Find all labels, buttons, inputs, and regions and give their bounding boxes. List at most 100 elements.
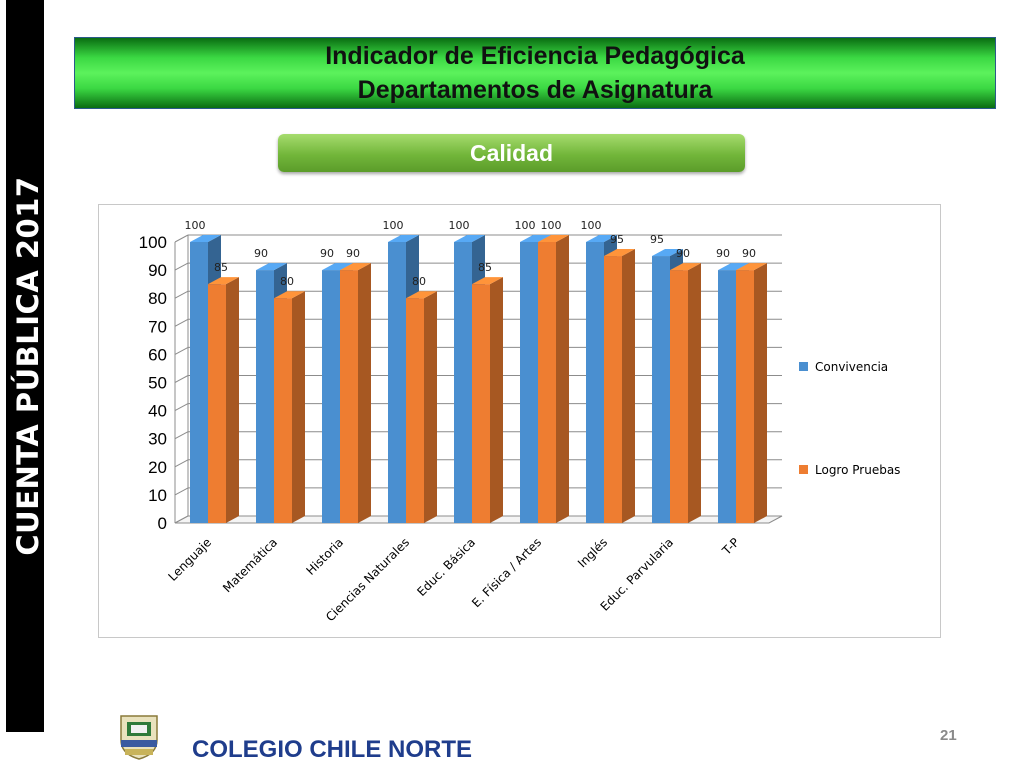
bar-top <box>454 235 485 242</box>
bar-front <box>586 242 604 523</box>
page-number: 21 <box>940 727 957 744</box>
x-tick-label: Historia <box>303 535 346 578</box>
bar-top <box>208 277 239 285</box>
x-tick-label: Lenguaje <box>165 535 214 584</box>
bar-side <box>226 277 239 523</box>
gridline-side <box>174 459 189 468</box>
bar-front <box>472 284 490 523</box>
gridline-side <box>174 290 189 299</box>
data-label: 90 <box>716 247 730 260</box>
legend-swatch <box>799 465 808 474</box>
bar-front <box>718 270 736 523</box>
y-tick-label: 0 <box>158 514 167 533</box>
bar-front <box>322 270 340 523</box>
bar-top <box>340 263 371 271</box>
x-tick-label: E. Física / Artes <box>469 535 544 610</box>
bar-top <box>256 263 287 271</box>
bar-front <box>274 298 292 523</box>
data-label: 85 <box>478 261 492 274</box>
data-label: 100 <box>185 219 206 232</box>
bar-top <box>718 263 749 271</box>
bar-top <box>670 263 701 271</box>
bar-top <box>736 263 767 271</box>
bar-top <box>190 235 221 242</box>
bar-top <box>322 263 353 271</box>
page-title: Indicador de Eficiencia Pedagógica <box>325 42 745 70</box>
data-label: 90 <box>676 247 690 260</box>
bar-top <box>472 277 503 285</box>
bar-top <box>538 235 569 242</box>
y-tick-label: 100 <box>139 233 167 252</box>
x-tick-label: T-P <box>719 535 742 558</box>
bar-side <box>622 249 635 524</box>
data-label: 100 <box>383 219 404 232</box>
bar-front <box>604 256 622 523</box>
bar-front <box>190 242 208 523</box>
bar-chart: 0 10 20 30 40 50 60 70 80 90 100 100 85 Lenguaje 90 80 M… <box>139 219 901 624</box>
sidebar-title: CUENTA PÚBLICA 2017 <box>11 176 45 556</box>
bar-top <box>274 291 305 299</box>
gridline-side <box>174 375 189 383</box>
bar-side <box>424 291 437 523</box>
data-label: 80 <box>280 275 294 288</box>
bar-side <box>754 263 767 523</box>
legend-swatch <box>799 362 808 371</box>
calidad-label: Calidad <box>469 139 554 166</box>
gridline-side <box>174 431 189 440</box>
gridline-side <box>174 318 189 327</box>
data-label: 100 <box>515 219 536 232</box>
y-tick-label: 60 <box>148 345 167 364</box>
data-label: 90 <box>254 247 268 260</box>
sidebar: CUENTA PÚBLICA 2017 <box>6 0 45 732</box>
bar-top <box>604 249 635 257</box>
x-tick-label: Educ. Básica <box>414 535 478 599</box>
bar-side <box>688 263 701 523</box>
data-label: 95 <box>650 233 664 246</box>
y-tick-label: 10 <box>148 486 167 505</box>
bar-side <box>556 235 569 523</box>
legend-label: Convivencia <box>815 360 888 374</box>
x-tick-label: Matemática <box>220 535 280 595</box>
bar-front <box>538 242 556 523</box>
bar-side <box>292 291 305 523</box>
gridline-side <box>174 262 189 271</box>
bar-top <box>586 235 617 242</box>
bar-front <box>520 242 538 523</box>
gridline-side <box>174 487 189 496</box>
footer-school-name: COLEGIO CHILE NORTE <box>192 736 473 763</box>
data-label: 90 <box>346 247 360 260</box>
bar-front <box>208 284 226 523</box>
y-tick-label: 80 <box>148 289 167 308</box>
y-tick-label: 20 <box>148 458 167 477</box>
data-label: 90 <box>742 247 756 260</box>
school-crest-icon <box>120 715 158 760</box>
data-label: 100 <box>541 219 562 232</box>
bar-front <box>652 256 670 523</box>
y-tick-label: 70 <box>148 317 167 336</box>
data-label: 100 <box>581 219 602 232</box>
x-tick-label: Inglés <box>575 535 610 570</box>
y-tick-label: 40 <box>148 402 167 421</box>
data-label: 80 <box>412 275 426 288</box>
gridline-side <box>174 346 189 355</box>
x-tick-label: Educ. Parvularia <box>598 535 677 614</box>
bar-front <box>256 270 274 523</box>
gridline-side <box>174 234 189 243</box>
data-label: 95 <box>610 233 624 246</box>
bar-top <box>406 291 437 299</box>
bar-front <box>736 270 754 523</box>
bar-top <box>388 235 419 242</box>
bar-front <box>670 270 688 523</box>
title-banner: Indicador de Eficiencia Pedagógica Depar… <box>74 37 996 109</box>
bar-front <box>454 242 472 523</box>
bar-front <box>340 270 358 523</box>
data-label: 100 <box>449 219 470 232</box>
bar-front <box>388 242 406 523</box>
data-label: 85 <box>214 261 228 274</box>
y-tick-label: 50 <box>148 374 167 393</box>
calidad-badge: Calidad <box>278 134 745 172</box>
page-subtitle: Departamentos de Asignatura <box>357 76 713 104</box>
y-tick-label: 30 <box>148 430 167 449</box>
y-tick-label: 90 <box>148 261 167 280</box>
data-label: 90 <box>320 247 334 260</box>
